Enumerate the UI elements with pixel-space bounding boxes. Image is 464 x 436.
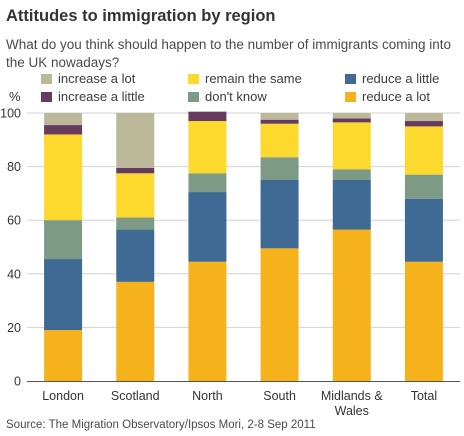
x-tick-label: Total [411,389,437,403]
bar-segment-increase-a-lot [44,113,83,126]
bar-segment-increase-a-lot [404,113,443,122]
y-tick-label: 100 [0,107,21,121]
bar-segment-reduce-a-lot [332,229,371,381]
y-tick-label: 60 [7,214,21,228]
legend-label: reduce a little [362,71,440,86]
legend-label: don't know [205,89,267,104]
bar-segment-don-t-know [188,173,227,193]
y-tick-label: 20 [7,321,21,335]
legend-label: remain the same [205,71,302,86]
bar-segment-increase-a-lot [332,113,371,119]
legend-swatch [345,92,356,102]
bar-segment-reduce-a-little [44,259,83,331]
y-tick-label: 80 [7,160,21,174]
bar-segment-don-t-know [404,174,443,199]
bar-segment-remain-the-same [332,122,371,170]
bar-segment-remain-the-same [44,134,83,221]
bar-segment-don-t-know [332,169,371,180]
bar-segment-reduce-a-lot [404,261,443,381]
bar-segment-reduce-a-lot [260,248,299,381]
legend-label: reduce a lot [362,89,430,104]
bar-segment-remain-the-same [260,123,299,158]
bar-segment-reduce-a-little [332,180,371,230]
x-tick-label: Scotland [111,389,160,403]
bar-south [260,113,299,381]
bar-segment-don-t-know [116,217,155,230]
bar-segment-reduce-a-lot [188,261,227,381]
legend-label: increase a lot [58,71,136,86]
bar-segment-reduce-a-little [116,229,155,282]
chart-subtitle: What do you think should happen to the n… [6,37,451,70]
bar-segment-increase-a-lot [260,113,299,120]
x-tick-label: Midlands & Wales [321,389,383,418]
x-tick-label: South [263,389,296,403]
legend-swatch [188,92,199,102]
bar-segment-increase-a-little [116,167,155,174]
bar-segment-increase-a-little [332,118,371,123]
bar-total [404,113,443,381]
bar-segment-reduce-a-lot [116,281,155,381]
legend-swatch [41,74,52,84]
bar-segment-increase-a-lot [116,113,155,168]
bar-segment-reduce-a-little [260,180,299,249]
x-tick-label: London [42,389,84,403]
bar-scotland [116,113,155,381]
y-tick-label: 40 [7,267,21,281]
y-tick-label: 0 [14,375,21,389]
bar-london [44,113,83,381]
bar-segment-increase-a-little [404,121,443,127]
chart-title: Attitudes to immigration by region [6,7,276,25]
x-tick-label: North [192,389,223,403]
source-note: Source: The Migration Observatory/Ipsos … [6,419,316,431]
bar-segment-reduce-a-little [404,198,443,262]
bar-segment-increase-a-little [260,119,299,124]
legend-label: increase a little [58,89,145,104]
bar-north [188,111,227,381]
legend-swatch [345,74,356,84]
legend-swatch [188,74,199,84]
y-axis-label: % [9,89,21,104]
bar-segment-reduce-a-little [188,192,227,262]
bar-segment-don-t-know [44,220,83,260]
bar-segment-increase-a-little [188,111,227,122]
bar-segment-remain-the-same [116,173,155,218]
bar-segment-don-t-know [260,157,299,180]
bar-segment-reduce-a-lot [44,330,83,381]
bar-segment-increase-a-little [44,125,83,135]
bar-segment-remain-the-same [188,121,227,174]
legend: increase a lot remain the same reduce a li… [0,71,464,107]
bar-segment-remain-the-same [404,126,443,175]
bar-midlands-and-wales [332,113,371,381]
legend-swatch [41,92,52,102]
